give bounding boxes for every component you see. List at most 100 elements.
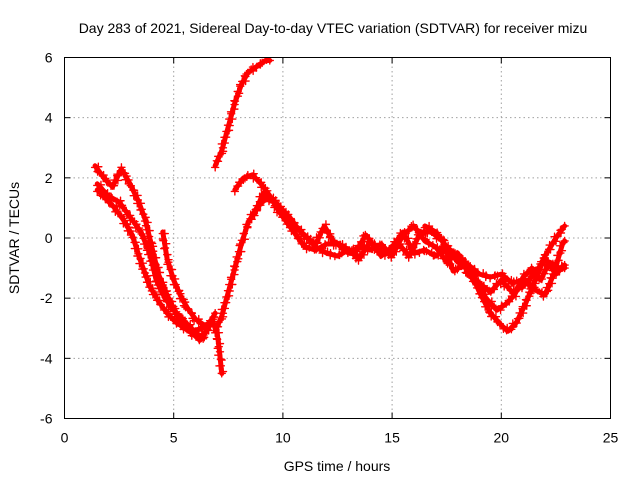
- data-point: [404, 226, 413, 236]
- data-point: [536, 259, 545, 269]
- data-point: [242, 69, 251, 79]
- data-point: [466, 261, 475, 271]
- data-point: [440, 236, 449, 245]
- data-point: [496, 305, 505, 315]
- data-point: [102, 177, 111, 186]
- data-point: [484, 307, 494, 317]
- data-point: [330, 251, 340, 261]
- data-point: [232, 252, 241, 262]
- y-tick-label: 6: [45, 50, 53, 66]
- data-point: [177, 313, 186, 322]
- data-point: [229, 261, 239, 271]
- data-point: [433, 232, 443, 241]
- data-point: [163, 260, 172, 269]
- data-point: [94, 162, 103, 171]
- data-point: [491, 312, 501, 321]
- data-point: [128, 233, 137, 242]
- data-point: [412, 234, 421, 244]
- data-point: [557, 246, 567, 255]
- data-point: [560, 221, 569, 231]
- data-point: [217, 305, 226, 314]
- data-point: [163, 250, 172, 259]
- data-point: [179, 301, 189, 310]
- data-point: [341, 242, 351, 252]
- data-point: [194, 323, 203, 333]
- data-point: [195, 335, 204, 345]
- data-point: [470, 276, 479, 286]
- data-point: [171, 280, 180, 289]
- data-point: [554, 256, 563, 265]
- data-point: [380, 248, 390, 258]
- series-track-1: [90, 162, 220, 336]
- data-point: [404, 239, 413, 249]
- data-point: [347, 246, 357, 255]
- data-point: [257, 183, 266, 192]
- data-point: [142, 225, 151, 235]
- data-point: [387, 253, 396, 262]
- data-point: [421, 235, 430, 244]
- data-point: [363, 245, 372, 255]
- data-point: [540, 265, 549, 274]
- data-point: [216, 361, 226, 371]
- series-track-4: [158, 229, 228, 378]
- data-point: [136, 205, 145, 215]
- data-point: [453, 265, 462, 274]
- data-series: [90, 57, 569, 378]
- x-tick-label: 20: [494, 430, 510, 446]
- data-point: [537, 274, 547, 284]
- y-tick-label: 4: [45, 110, 53, 126]
- data-point: [521, 295, 531, 304]
- data-point: [126, 181, 135, 190]
- data-point: [360, 237, 369, 246]
- data-point: [404, 253, 413, 262]
- axis-ticks: 0 5 10 15 20 25 -6 -4 -2 0 2 4 6: [40, 50, 618, 446]
- data-point: [217, 369, 226, 378]
- data-point: [189, 316, 199, 325]
- data-point: [499, 271, 509, 281]
- data-point: [377, 240, 386, 250]
- data-point: [560, 263, 569, 273]
- data-point: [212, 322, 222, 331]
- data-point: [217, 139, 226, 149]
- data-point: [146, 256, 155, 266]
- data-point: [485, 274, 495, 283]
- data-point: [152, 271, 162, 280]
- data-point: [230, 96, 239, 105]
- data-point: [292, 226, 301, 235]
- series-track-5: [210, 57, 274, 172]
- data-point: [153, 280, 163, 290]
- data-point: [495, 319, 505, 328]
- data-point: [178, 317, 188, 326]
- data-point: [188, 324, 197, 333]
- data-point: [408, 220, 418, 229]
- data-point: [116, 168, 126, 177]
- data-point: [470, 264, 479, 274]
- data-point: [415, 248, 424, 258]
- data-point: [122, 210, 132, 219]
- data-point: [107, 193, 117, 203]
- data-point: [539, 292, 548, 301]
- data-point: [257, 58, 267, 68]
- data-point: [162, 297, 172, 306]
- data-point: [151, 253, 161, 262]
- data-point: [420, 223, 430, 232]
- data-point: [546, 245, 555, 254]
- data-point: [242, 220, 251, 229]
- y-axis-label: SDTVAR / TECUs: [6, 182, 22, 294]
- data-point: [137, 229, 146, 239]
- data-point: [119, 219, 128, 228]
- data-point: [160, 229, 169, 238]
- data-point: [428, 240, 438, 250]
- data-point: [305, 243, 314, 252]
- series-track-8: [250, 189, 569, 315]
- data-point: [250, 211, 259, 220]
- data-point: [504, 296, 513, 305]
- data-point: [210, 328, 220, 338]
- data-point: [217, 355, 226, 365]
- data-point: [116, 196, 125, 205]
- series-track-6: [210, 194, 569, 338]
- data-point: [322, 225, 331, 235]
- data-point: [191, 331, 201, 340]
- data-point: [539, 268, 548, 278]
- data-point: [480, 293, 489, 302]
